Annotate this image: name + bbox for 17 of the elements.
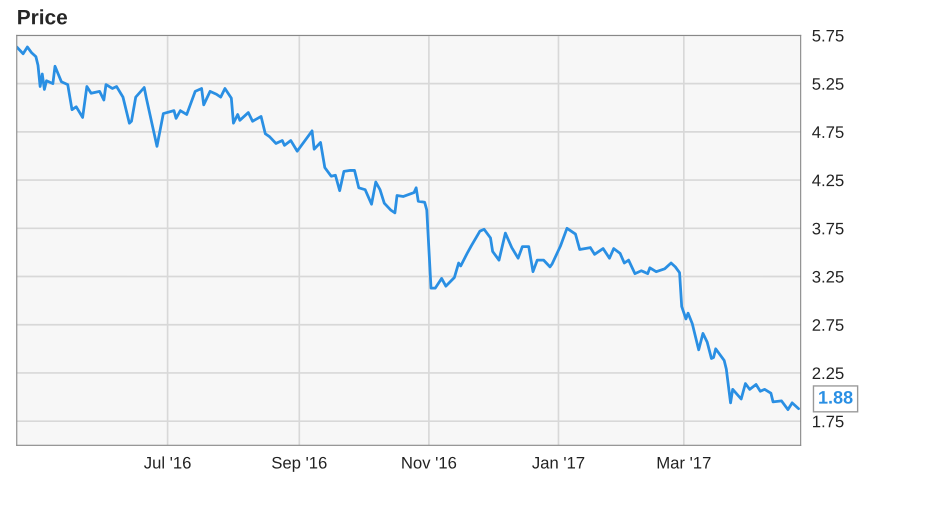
x-tick-label: Jul '16: [144, 456, 191, 469]
y-tick-label: 5.25: [812, 78, 844, 90]
y-tick-label: 2.25: [812, 367, 844, 380]
chart-title: Price: [18, 9, 68, 25]
y-tick-label: 5.75: [812, 30, 844, 42]
line-series: [16, 46, 800, 411]
x-tick-label: Nov '16: [402, 456, 456, 469]
y-tick-label: 2.75: [812, 319, 844, 331]
x-tick-label: Mar '17: [658, 457, 711, 469]
y-tick-label: 4.25: [812, 174, 844, 186]
y-tick-label: 3.25: [812, 270, 844, 283]
x-tick-label: Sep '16: [272, 456, 327, 472]
x-tick-label: Jan '17: [532, 457, 584, 469]
y-tick-label: 1.75: [813, 416, 844, 428]
annotation: 1.88: [819, 390, 853, 404]
y-tick-label: 3.75: [812, 222, 844, 234]
y-tick-label: 4.75: [812, 126, 844, 138]
